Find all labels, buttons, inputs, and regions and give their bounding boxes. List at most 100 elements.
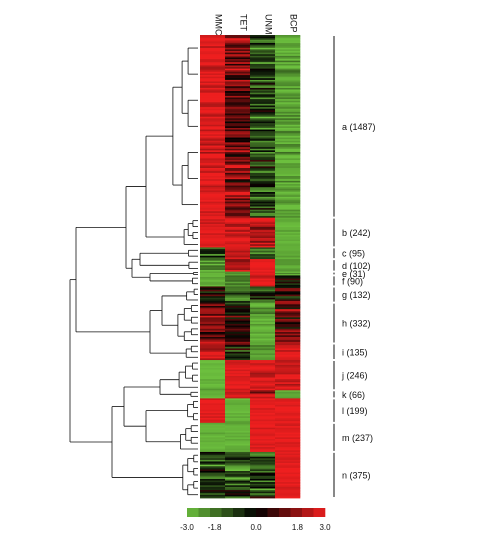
heatmap-cell — [275, 387, 301, 390]
heatmap-cell — [200, 477, 226, 480]
heatmap-cell — [250, 263, 276, 266]
heatmap-cell — [275, 208, 301, 211]
heatmap-cell — [225, 432, 251, 435]
heatmap-cell — [200, 99, 226, 102]
heatmap-cell — [275, 305, 301, 308]
heatmap-cell — [275, 327, 301, 330]
heatmap-cell — [250, 430, 276, 433]
heatmap-cell — [200, 413, 226, 416]
heatmap-cell — [275, 366, 301, 369]
heatmap-cell — [275, 493, 301, 496]
heatmap-cell — [275, 55, 301, 58]
heatmap-cell — [225, 134, 251, 137]
heatmap-cell — [275, 220, 301, 223]
heatmap-cell — [275, 156, 301, 159]
heatmap-cell — [275, 103, 301, 106]
heatmap-cell — [250, 477, 276, 480]
heatmap-cell — [250, 395, 276, 398]
heatmap-cell — [200, 456, 226, 459]
heatmap-cell — [250, 289, 276, 292]
heatmap-cell — [200, 424, 226, 427]
heatmap-cell — [250, 118, 276, 121]
heatmap-cell — [250, 103, 276, 106]
heatmap-cell — [200, 60, 226, 63]
heatmap-cell — [250, 456, 276, 459]
legend-swatch — [221, 508, 234, 517]
heatmap-cell — [250, 475, 276, 478]
heatmap-cell — [250, 60, 276, 63]
heatmap-cell — [250, 86, 276, 89]
heatmap-cell — [275, 148, 301, 151]
heatmap-cell — [200, 231, 226, 234]
heatmap-cell — [250, 188, 276, 191]
heatmap-cell — [225, 377, 251, 380]
heatmap-cell — [275, 472, 301, 475]
heatmap-cell — [250, 472, 276, 475]
heatmap-cell — [225, 333, 251, 336]
heatmap-cell — [250, 292, 276, 295]
heatmap-cell — [200, 406, 226, 409]
heatmap-cell — [225, 369, 251, 372]
heatmap-cell — [275, 437, 301, 440]
heatmap-cell — [225, 328, 251, 331]
heatmap-cell — [225, 351, 251, 354]
heatmap-cell — [275, 184, 301, 187]
heatmap-cell — [225, 188, 251, 191]
heatmap-cell — [200, 124, 226, 127]
heatmap-cell — [225, 123, 251, 126]
heatmap-cell — [200, 139, 226, 142]
heatmap-cell — [275, 281, 301, 284]
heatmap-cell — [200, 426, 226, 429]
heatmap-cell — [225, 314, 251, 317]
heatmap-cell — [200, 220, 226, 223]
heatmap-cell — [200, 440, 226, 443]
heatmap-cell — [200, 393, 226, 396]
heatmap-cell — [200, 496, 226, 499]
heatmap-cell — [275, 332, 301, 335]
heatmap-cell — [250, 193, 276, 196]
heatmap-cell — [200, 63, 226, 66]
heatmap-cell — [225, 289, 251, 292]
heatmap-cell — [225, 39, 251, 42]
heatmap-cell — [250, 312, 276, 315]
heatmap-cell — [250, 187, 276, 190]
heatmap-cell — [225, 119, 251, 122]
heatmap-cell — [200, 341, 226, 344]
heatmap-cell — [200, 225, 226, 228]
heatmap-cell — [250, 89, 276, 92]
heatmap-cell — [200, 360, 226, 363]
heatmap-cell — [200, 368, 226, 370]
heatmap-cell — [225, 222, 251, 225]
heatmap-cell — [250, 206, 276, 209]
heatmap-cell — [225, 445, 251, 448]
cluster-label: k (66) — [342, 390, 365, 400]
heatmap-cell — [225, 434, 251, 437]
heatmap-cell — [200, 196, 226, 199]
heatmap-cell — [250, 121, 276, 124]
heatmap-cell — [275, 343, 301, 346]
heatmap-cell — [225, 209, 251, 212]
heatmap-cell — [275, 494, 301, 497]
heatmap-cell — [225, 212, 251, 215]
heatmap-cell — [275, 377, 301, 380]
heatmap-cell — [250, 336, 276, 339]
heatmap-cell — [200, 363, 226, 366]
heatmap-cell — [225, 245, 251, 248]
heatmap-cell — [200, 143, 226, 146]
heatmap-cell — [200, 299, 226, 302]
heatmap-cell — [200, 345, 226, 348]
heatmap-cell — [275, 169, 301, 172]
heatmap-cell — [275, 458, 301, 461]
heatmap-cell — [250, 250, 276, 253]
heatmap-cell — [225, 151, 251, 154]
heatmap-cell — [225, 346, 251, 349]
heatmap-cell — [200, 401, 226, 404]
heatmap-cell — [200, 41, 226, 44]
heatmap-cell — [200, 364, 226, 367]
heatmap-cell — [250, 385, 276, 388]
heatmap-cell — [225, 408, 251, 411]
heatmap-cell — [275, 38, 301, 41]
heatmap-cell — [250, 369, 276, 372]
heatmap-cell — [275, 108, 301, 111]
heatmap-cell — [275, 288, 301, 291]
